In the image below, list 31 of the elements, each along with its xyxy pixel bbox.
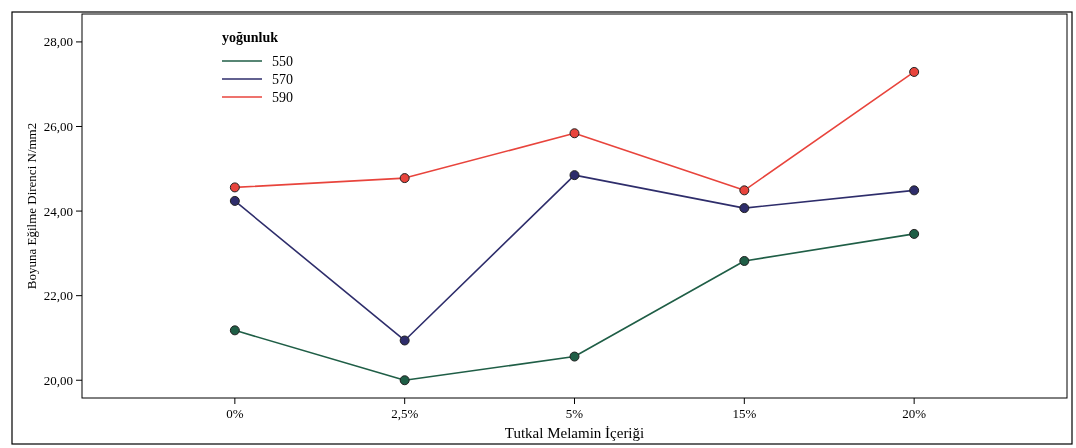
y-tick-label: 26,00 [43,119,73,135]
point [909,66,920,77]
x-tick-label: 0% [226,406,244,421]
point [229,195,240,206]
x-tick-label: 5% [565,406,584,421]
point [739,255,750,266]
legend-label: 550 [272,53,293,69]
point [569,170,580,181]
point [739,185,750,196]
y-tick-label: 28,00 [43,34,73,50]
y-tick-label: 24,00 [43,203,73,219]
point [399,335,410,346]
y-tick-label: 22,00 [43,288,73,304]
point [739,203,750,214]
x-tick-label: 20% [902,406,927,421]
point [399,173,410,184]
point [909,185,920,196]
x-tick-label: 2,5% [391,406,419,421]
x-axis-title: Tutkal Melamin İçeriği [504,425,645,441]
legend-label: 570 [272,71,293,87]
point [229,182,240,193]
point [909,228,920,239]
legend-title: yoğunluk [222,30,279,45]
point [569,128,580,139]
y-tick-label: 20,00 [43,372,73,388]
point [399,375,410,386]
x-tick-label: 15% [732,406,757,421]
y-axis-title: Boyuna Eğilme Direnci N/mm2 [24,122,39,290]
point [229,325,240,336]
legend-label: 590 [272,89,293,105]
point [569,351,580,362]
